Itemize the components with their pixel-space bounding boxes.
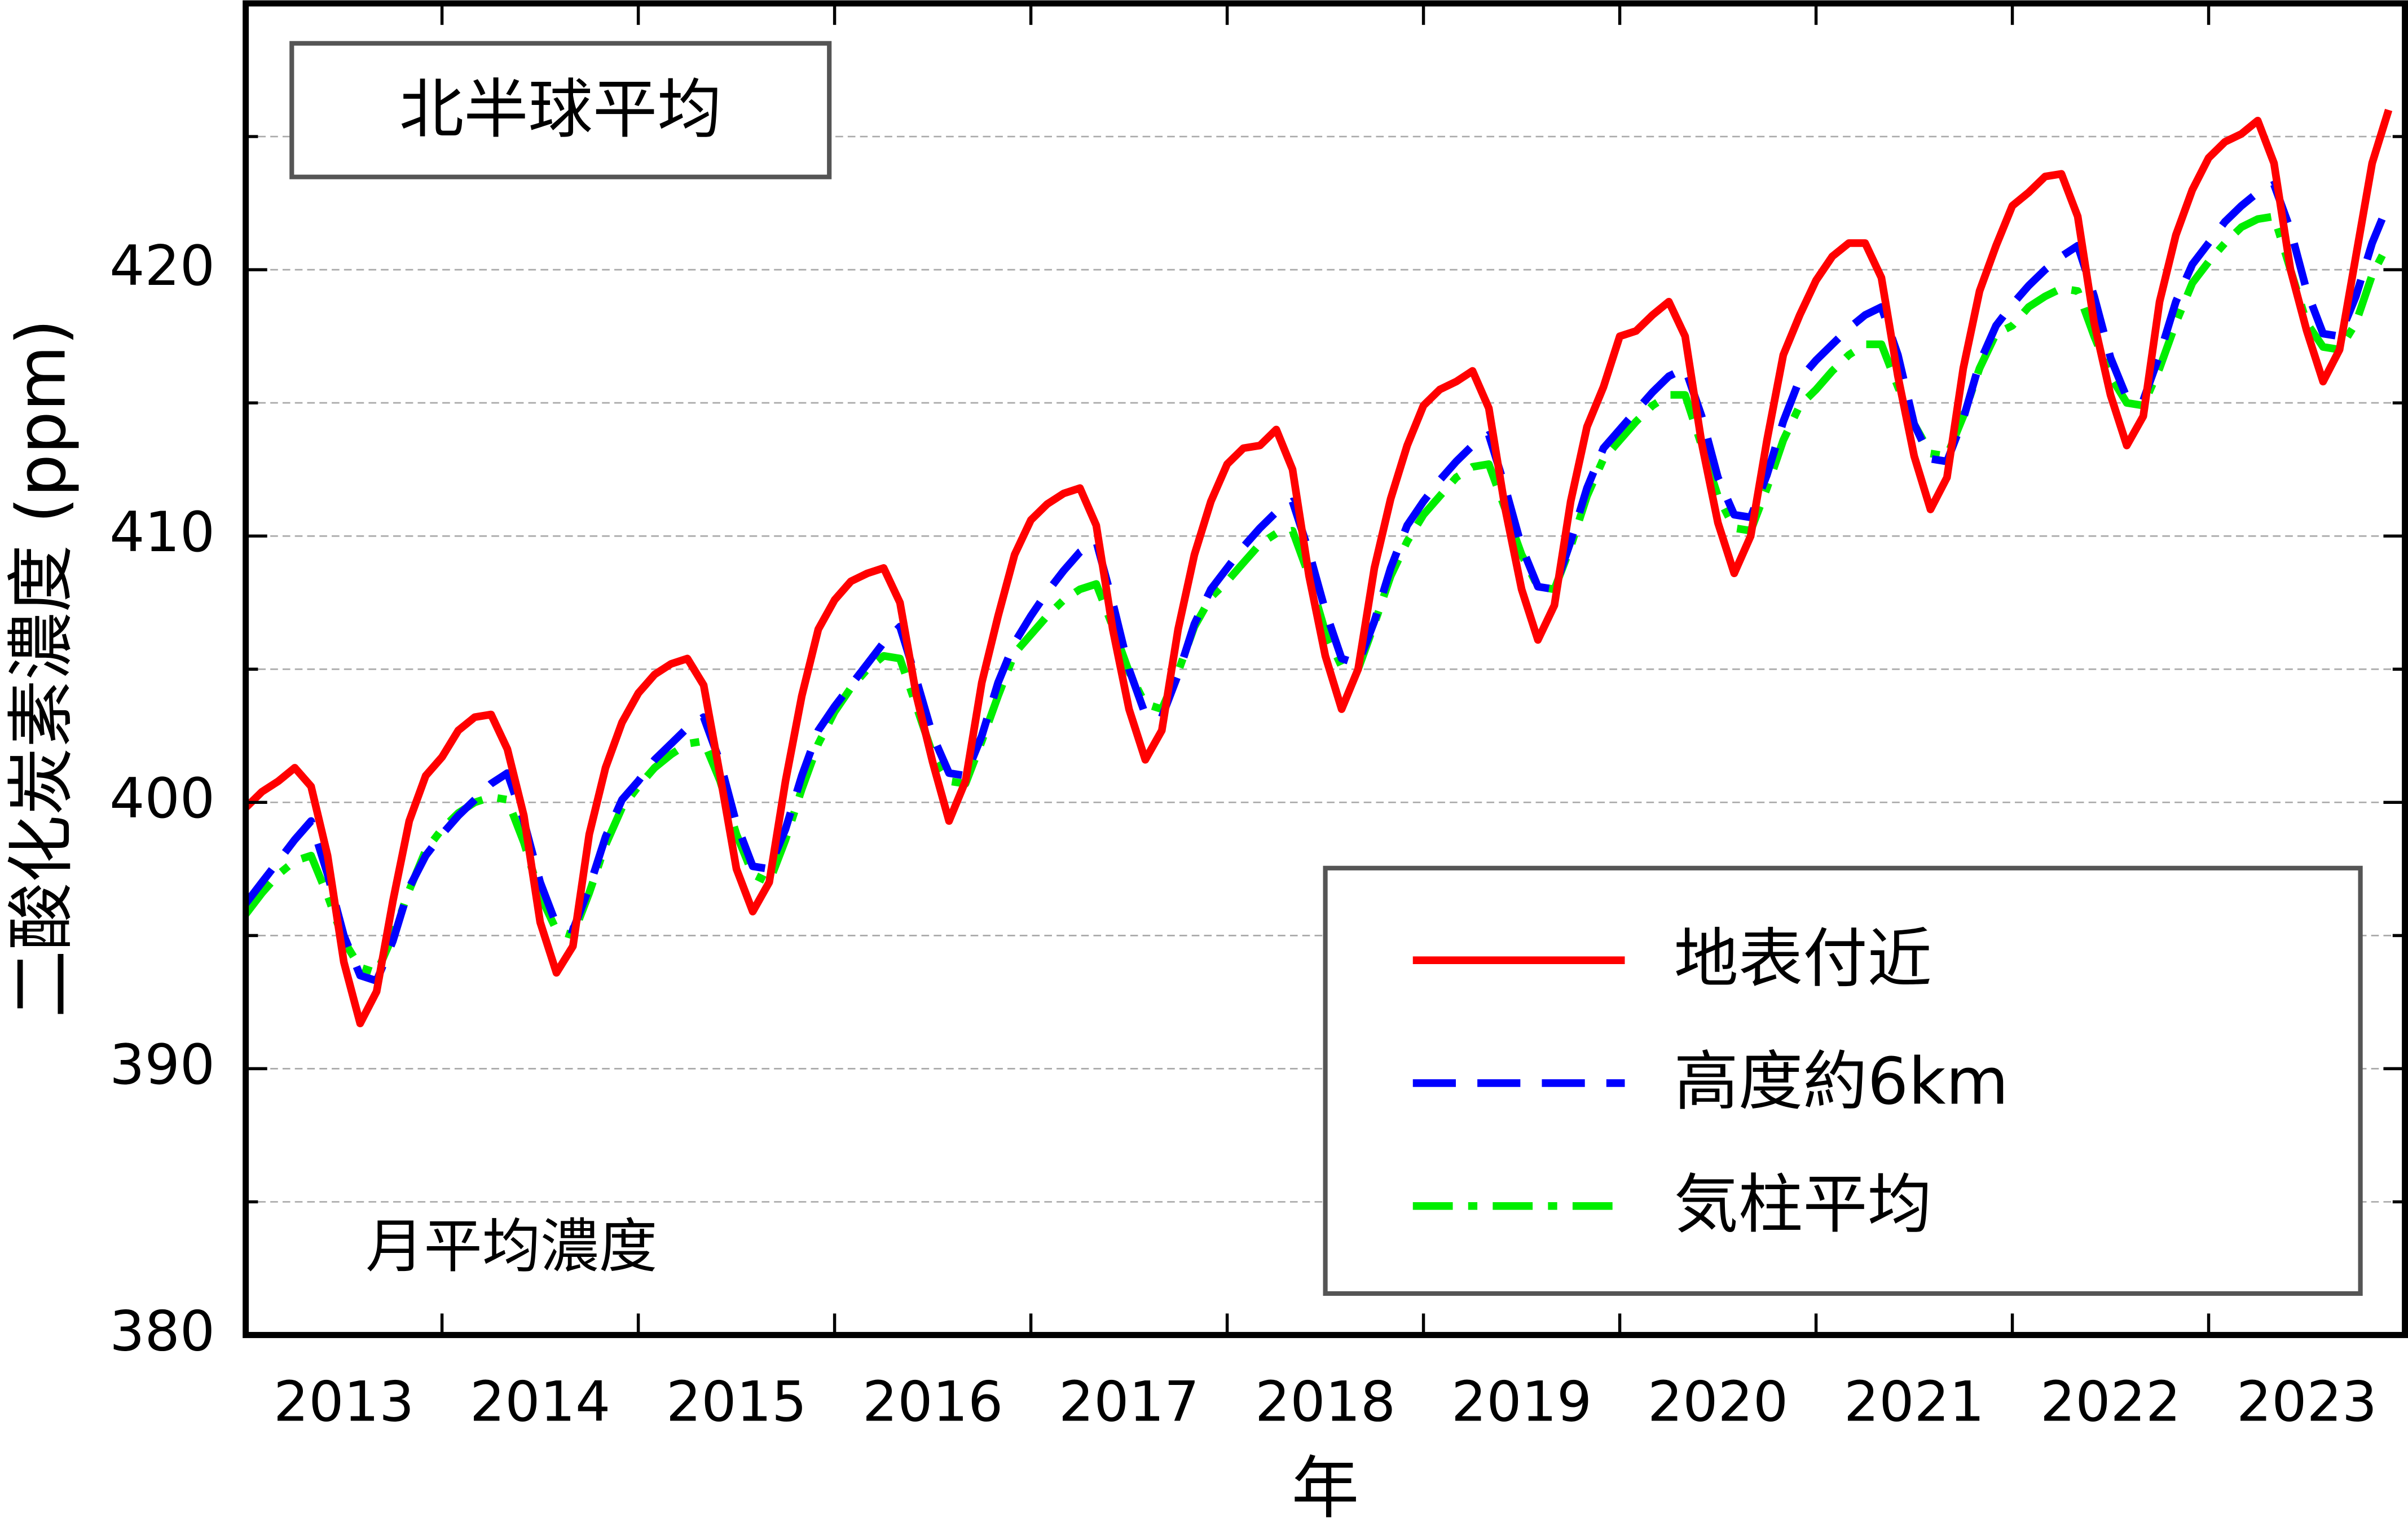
y-tick-label: 420 [109,234,215,298]
x-tick-label: 2022 [2040,1370,2181,1435]
legend-label: 気柱平均 [1674,1167,1932,1242]
series-line [243,181,2392,985]
axes: 380 390 400 410 420 2013 2014 2015 2016 2017 2018 2… [109,3,2407,1435]
series-lines [243,108,2393,1027]
legend-label: 地表付近 [1674,921,1932,996]
x-tick-label: 2018 [1255,1370,1396,1435]
x-tick-label: 2020 [1648,1370,1788,1435]
chart-title: 北半球平均 [399,72,722,147]
x-tick-label: 2014 [470,1370,610,1435]
x-tick-label: 2016 [862,1370,1003,1435]
x-tick-label: 2021 [1844,1370,1984,1435]
y-tick-label: 390 [109,1033,215,1097]
series-line [243,108,2393,1027]
y-tick-label: 410 [109,500,215,565]
title-box [289,41,832,179]
x-tick-label: 2019 [1451,1370,1592,1435]
series-line [243,212,2392,977]
x-tick-label: 2017 [1059,1370,1199,1435]
annotation: 月平均濃度 [366,1213,657,1281]
x-tick-label: 2023 [2237,1370,2377,1435]
x-axis-title: 年 [1292,1450,1359,1528]
y-tick-label: 400 [109,767,215,831]
x-tick-label: 2013 [274,1370,414,1435]
y-axis-title: 二酸化炭素濃度 (ppm) [2,319,81,1018]
x-tick-label: 2015 [666,1370,807,1435]
y-tick-label: 380 [109,1299,215,1364]
legend-label: 高度約6km [1674,1044,2009,1119]
